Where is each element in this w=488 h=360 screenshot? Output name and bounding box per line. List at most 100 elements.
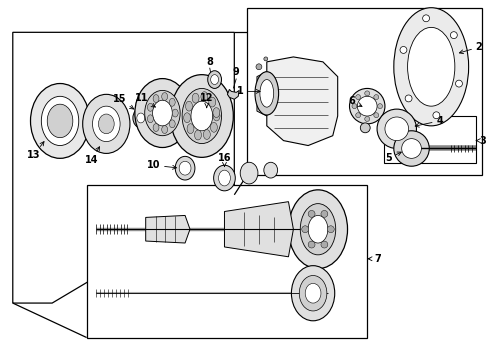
Circle shape [320, 241, 327, 248]
Circle shape [355, 113, 360, 118]
Ellipse shape [210, 122, 217, 132]
Circle shape [351, 104, 356, 109]
Text: 1: 1 [237, 86, 260, 96]
Ellipse shape [260, 80, 273, 107]
Ellipse shape [264, 162, 277, 178]
Ellipse shape [201, 92, 207, 102]
Ellipse shape [162, 126, 167, 134]
Circle shape [264, 57, 267, 61]
Ellipse shape [183, 113, 190, 123]
Circle shape [307, 241, 314, 248]
Ellipse shape [212, 108, 220, 117]
Circle shape [373, 113, 378, 118]
Polygon shape [145, 215, 190, 243]
Ellipse shape [384, 117, 408, 141]
Polygon shape [256, 72, 266, 116]
Circle shape [405, 95, 411, 102]
Ellipse shape [213, 111, 220, 121]
Ellipse shape [360, 123, 369, 133]
Ellipse shape [187, 124, 194, 134]
Text: 3: 3 [475, 136, 485, 145]
Circle shape [455, 80, 462, 87]
Circle shape [301, 226, 308, 233]
Ellipse shape [357, 96, 376, 116]
Ellipse shape [147, 103, 153, 111]
Ellipse shape [162, 93, 167, 100]
Text: 10: 10 [147, 160, 176, 170]
Circle shape [377, 104, 382, 109]
Text: 4: 4 [414, 116, 442, 127]
Ellipse shape [192, 93, 199, 103]
Circle shape [399, 46, 406, 53]
Ellipse shape [393, 131, 428, 166]
Ellipse shape [30, 84, 89, 158]
Ellipse shape [203, 130, 210, 139]
Text: 7: 7 [367, 254, 380, 264]
Bar [246, 8, 482, 175]
Ellipse shape [135, 78, 190, 148]
Circle shape [255, 64, 262, 70]
Ellipse shape [169, 98, 175, 106]
Ellipse shape [179, 161, 191, 175]
Text: 9: 9 [232, 67, 239, 77]
Polygon shape [227, 89, 239, 99]
Text: 12: 12 [200, 93, 213, 108]
Text: 2: 2 [458, 42, 481, 54]
Ellipse shape [401, 139, 421, 158]
Ellipse shape [133, 108, 148, 128]
Ellipse shape [182, 89, 221, 144]
Ellipse shape [407, 27, 454, 106]
Circle shape [449, 32, 456, 39]
Ellipse shape [307, 215, 327, 243]
Ellipse shape [208, 97, 215, 107]
Ellipse shape [47, 104, 73, 138]
Ellipse shape [240, 162, 257, 184]
Ellipse shape [175, 156, 195, 180]
Ellipse shape [213, 165, 235, 191]
Ellipse shape [299, 275, 326, 311]
Circle shape [422, 15, 428, 22]
Ellipse shape [194, 130, 201, 140]
Bar [86, 185, 366, 338]
Text: 14: 14 [84, 147, 100, 165]
Ellipse shape [144, 90, 180, 136]
Ellipse shape [291, 266, 334, 321]
Circle shape [373, 95, 378, 100]
Circle shape [355, 95, 360, 100]
Ellipse shape [147, 115, 153, 123]
Ellipse shape [170, 75, 233, 157]
Ellipse shape [92, 106, 120, 141]
Ellipse shape [153, 95, 159, 103]
Ellipse shape [172, 109, 178, 117]
Ellipse shape [218, 170, 230, 186]
Circle shape [320, 211, 327, 217]
Ellipse shape [191, 101, 212, 131]
Text: 16: 16 [217, 153, 231, 166]
Text: 8: 8 [206, 57, 213, 67]
Polygon shape [266, 57, 337, 145]
Ellipse shape [41, 96, 79, 145]
Circle shape [364, 91, 369, 96]
Circle shape [364, 117, 369, 121]
Ellipse shape [207, 71, 221, 89]
Ellipse shape [376, 109, 416, 148]
Ellipse shape [153, 123, 159, 131]
Polygon shape [13, 32, 234, 303]
Ellipse shape [288, 190, 347, 269]
Ellipse shape [185, 101, 192, 111]
Ellipse shape [152, 100, 172, 126]
Text: 11: 11 [135, 93, 155, 107]
Text: 15: 15 [112, 94, 134, 109]
Ellipse shape [393, 8, 468, 126]
Ellipse shape [98, 114, 114, 134]
Polygon shape [224, 202, 293, 257]
Text: 13: 13 [27, 141, 44, 161]
Ellipse shape [300, 204, 335, 255]
Circle shape [307, 211, 314, 217]
Text: 6: 6 [348, 96, 361, 107]
Text: 5: 5 [385, 152, 401, 163]
Ellipse shape [254, 72, 278, 115]
Ellipse shape [305, 283, 320, 303]
Ellipse shape [169, 120, 175, 128]
Ellipse shape [82, 94, 130, 153]
